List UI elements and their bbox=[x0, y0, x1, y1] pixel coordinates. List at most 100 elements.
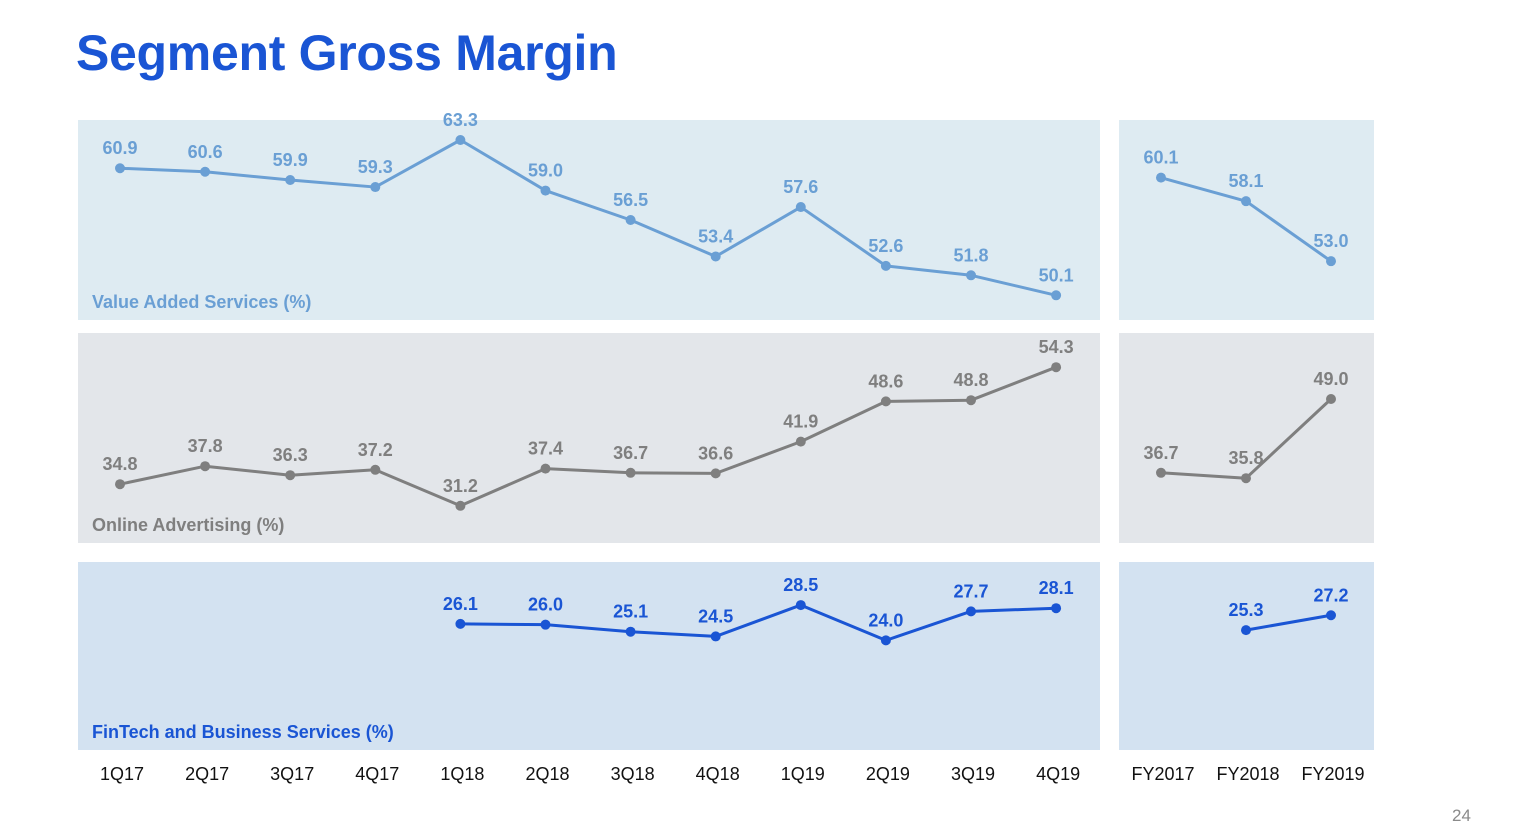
x-tick-label: 4Q17 bbox=[355, 764, 399, 784]
value-added-services-quarterly-data-label: 52.6 bbox=[868, 236, 903, 256]
value-added-services-quarterly-data-label: 60.9 bbox=[102, 138, 137, 158]
x-tick-label-annual: FY2017 bbox=[1131, 764, 1194, 784]
fintech-and-business-services-quarterly-data-label: 26.0 bbox=[528, 595, 563, 615]
fintech-and-business-services-quarterly-point bbox=[710, 631, 721, 642]
value-added-services-quarterly-point bbox=[710, 251, 721, 262]
online-advertising-quarterly-point bbox=[966, 395, 976, 406]
fintech-and-business-services-annual-data-label: 25.3 bbox=[1228, 600, 1263, 620]
value-added-services-quarterly-data-label: 59.9 bbox=[273, 150, 308, 170]
fintech-and-business-services-quarterly-point bbox=[795, 600, 806, 611]
value-added-services-quarterly-data-label: 59.0 bbox=[528, 161, 563, 181]
x-tick-label: 2Q17 bbox=[185, 764, 229, 784]
x-tick-label: 1Q17 bbox=[100, 764, 144, 784]
fintech-and-business-services-quarterly-point bbox=[540, 619, 551, 630]
online-advertising-quarterly-point bbox=[200, 461, 211, 472]
x-tick-label: 2Q19 bbox=[866, 764, 910, 784]
value-added-services-quarterly-data-label: 56.5 bbox=[613, 190, 648, 210]
online-advertising-quarterly-data-label: 37.2 bbox=[358, 440, 393, 460]
online-advertising-quarterly-point bbox=[710, 468, 721, 479]
value-added-services-quarterly-point bbox=[540, 185, 551, 196]
value-added-services-annual-point bbox=[1241, 196, 1251, 207]
fintech-and-business-services-quarterly-point bbox=[1051, 603, 1062, 614]
online-advertising-annual-data-label: 36.7 bbox=[1143, 443, 1178, 463]
value-added-services-quarterly-data-label: 59.3 bbox=[358, 157, 393, 177]
online-advertising-quarterly-point bbox=[795, 436, 806, 447]
x-tick-label: 3Q19 bbox=[951, 764, 995, 784]
fintech-and-business-services-quarterly-point bbox=[880, 635, 891, 646]
value-added-services-quarterly-data-label: 63.3 bbox=[443, 110, 478, 130]
online-advertising-annual-point bbox=[1241, 473, 1251, 484]
online-advertising-annual-point bbox=[1326, 394, 1336, 404]
value-added-services-quarterly-data-label: 60.6 bbox=[188, 142, 223, 162]
online-advertising-quarterly-point bbox=[625, 467, 636, 478]
online-advertising-annual-data-label: 49.0 bbox=[1313, 369, 1348, 389]
fintech-and-business-services-quarterly-data-label: 26.1 bbox=[443, 594, 478, 614]
fintech-and-business-services-quarterly-data-label: 27.7 bbox=[953, 581, 988, 601]
fintech-and-business-services-annual-point bbox=[1241, 625, 1251, 636]
value-added-services-quarterly-point bbox=[285, 175, 296, 185]
value-added-services-quarterly-data-label: 51.8 bbox=[953, 245, 988, 265]
x-tick-label: 4Q19 bbox=[1036, 764, 1080, 784]
value-added-services-quarterly-point bbox=[795, 202, 806, 213]
value-added-services-annual-data-label: 53.0 bbox=[1313, 231, 1348, 251]
online-advertising-quarterly-data-label: 48.8 bbox=[953, 370, 988, 390]
online-advertising-series-label: Online Advertising (%) bbox=[92, 515, 284, 535]
online-advertising-quarterly-point bbox=[285, 470, 296, 481]
online-advertising-quarterly-data-label: 37.4 bbox=[528, 439, 563, 459]
online-advertising-quarterly-point bbox=[540, 463, 551, 474]
page-title: Segment Gross Margin bbox=[76, 25, 618, 81]
value-added-services-quarterly-data-label: 57.6 bbox=[783, 177, 818, 197]
value-added-services-quarterly-panel bbox=[78, 120, 1100, 320]
fintech-and-business-services-quarterly-data-label: 24.5 bbox=[698, 606, 733, 626]
fintech-and-business-services-quarterly-data-label: 28.5 bbox=[783, 575, 818, 595]
x-tick-label-annual: FY2019 bbox=[1301, 764, 1364, 784]
value-added-services-quarterly-data-label: 50.1 bbox=[1039, 265, 1074, 285]
online-advertising-quarterly-data-label: 36.7 bbox=[613, 443, 648, 463]
online-advertising-quarterly-point bbox=[115, 479, 125, 490]
fintech-and-business-services-quarterly-panel bbox=[78, 562, 1100, 750]
online-advertising-quarterly-data-label: 48.6 bbox=[868, 371, 903, 391]
fintech-and-business-services-quarterly-point bbox=[625, 626, 636, 637]
page-number: 24 bbox=[1452, 806, 1471, 825]
fintech-and-business-services-series-label: FinTech and Business Services (%) bbox=[92, 722, 394, 742]
fintech-and-business-services-annual-line bbox=[1245, 613, 1332, 632]
online-advertising-quarterly-data-label: 34.8 bbox=[102, 454, 137, 474]
online-advertising-quarterly-point bbox=[370, 464, 381, 475]
online-advertising-quarterly-data-label: 36.6 bbox=[698, 443, 733, 463]
fintech-and-business-services-quarterly-point bbox=[966, 606, 976, 617]
value-added-services-annual-panel bbox=[1119, 120, 1374, 320]
online-advertising-quarterly-data-label: 54.3 bbox=[1039, 337, 1074, 357]
online-advertising-quarterly-data-label: 41.9 bbox=[783, 412, 818, 432]
fintech-and-business-services-annual-panel bbox=[1119, 562, 1374, 750]
value-added-services-annual-data-label: 58.1 bbox=[1228, 171, 1263, 191]
value-added-services-annual-point bbox=[1326, 256, 1336, 267]
fintech-and-business-services-annual-point bbox=[1326, 610, 1336, 621]
x-tick-label: 1Q18 bbox=[440, 764, 484, 784]
online-advertising-quarterly-line bbox=[119, 365, 1057, 508]
value-added-services-quarterly-point bbox=[966, 270, 976, 281]
online-advertising-annual-panel bbox=[1119, 333, 1374, 543]
x-tick-label: 3Q18 bbox=[611, 764, 655, 784]
online-advertising-quarterly-point bbox=[1051, 362, 1062, 373]
x-tick-label: 3Q17 bbox=[270, 764, 314, 784]
fintech-and-business-services-quarterly-data-label: 24.0 bbox=[868, 610, 903, 630]
value-added-services-quarterly-point bbox=[1051, 290, 1062, 301]
value-added-services-quarterly-point bbox=[115, 163, 125, 174]
value-added-services-quarterly-line bbox=[119, 138, 1057, 297]
value-added-services-quarterly-point bbox=[200, 166, 211, 177]
value-added-services-quarterly-point bbox=[370, 182, 381, 193]
value-added-services-quarterly-data-label: 53.4 bbox=[698, 226, 733, 246]
fintech-and-business-services-annual-data-label: 27.2 bbox=[1313, 585, 1348, 605]
value-added-services-quarterly-point bbox=[625, 215, 636, 225]
fintech-and-business-services-quarterly-line bbox=[460, 603, 1057, 642]
value-added-services-quarterly-point bbox=[880, 260, 891, 271]
online-advertising-annual-point bbox=[1156, 467, 1166, 478]
fintech-and-business-services-quarterly-point bbox=[455, 618, 466, 629]
online-advertising-annual-data-label: 35.8 bbox=[1228, 448, 1263, 468]
value-added-services-annual-point bbox=[1156, 172, 1166, 183]
value-added-services-quarterly-point bbox=[455, 135, 466, 145]
x-tick-label: 2Q18 bbox=[525, 764, 569, 784]
online-advertising-quarterly-panel bbox=[78, 333, 1100, 543]
online-advertising-quarterly-point bbox=[455, 500, 466, 511]
